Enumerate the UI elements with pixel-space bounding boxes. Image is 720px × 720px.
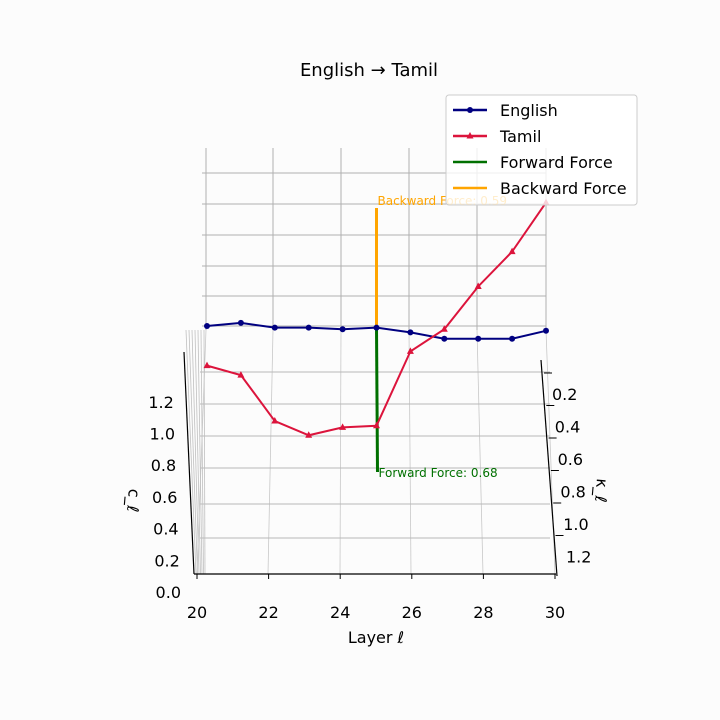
grid-line	[194, 329, 201, 575]
data-point	[373, 324, 380, 331]
data-point	[271, 417, 279, 424]
z-axis-label: c_ℓ	[122, 488, 144, 513]
x-tick-label: 24	[330, 603, 350, 622]
data-point	[271, 324, 278, 331]
grid-line	[408, 329, 412, 575]
data-point	[237, 319, 244, 326]
z-axis-line	[183, 351, 195, 575]
grid-line	[200, 329, 204, 575]
y-tick-label: 0.8	[560, 483, 585, 502]
grid	[185, 148, 556, 575]
legend-box	[445, 94, 638, 206]
z-tick-label: 0.4	[153, 520, 178, 539]
data-point	[339, 326, 346, 333]
chart-title: English → Tamil	[300, 60, 438, 81]
legend-label: Backward Force	[500, 179, 627, 198]
forward-force-label: Forward Force: 0.68	[379, 466, 498, 480]
z-tick-label: 0.2	[154, 551, 179, 570]
x-axis-label: Layer ℓ	[348, 628, 404, 647]
legend-label: English	[500, 101, 558, 120]
data-point	[305, 431, 313, 438]
data-point	[474, 282, 482, 289]
grid-line	[191, 329, 200, 575]
data-point	[508, 247, 516, 255]
data-point	[543, 327, 549, 334]
z-tick-label: 0.8	[151, 456, 176, 475]
data-point	[440, 325, 448, 332]
grid-line	[339, 329, 342, 575]
legend: English Tamil Forward Force Backward Force	[445, 94, 638, 206]
legend-label: Tamil	[499, 127, 541, 146]
legend-marker	[466, 132, 474, 139]
y-tick-label: 0.2	[552, 385, 577, 404]
z-tick-label: 0.6	[152, 488, 177, 507]
grid-line	[267, 329, 274, 575]
data-point	[509, 335, 516, 342]
x-tick-label: 30	[545, 603, 565, 622]
axes: 20 22 24 26 28 30 0.0 0.2 0.4 0.6 0.8 1.0 1.2 0.2 0.4 0…	[148, 351, 591, 622]
grid-line	[197, 329, 203, 575]
data-point	[204, 323, 210, 330]
grid-line	[185, 329, 197, 575]
data-point	[373, 421, 380, 429]
y-tick-label: 0.4	[555, 418, 580, 437]
data-point	[203, 361, 211, 369]
grid-line	[188, 329, 198, 575]
y-axis-label: κ_ℓ	[590, 478, 612, 504]
y-axis-line	[540, 359, 558, 577]
data-point	[441, 335, 448, 342]
grid-line	[476, 329, 484, 575]
grid-line	[203, 329, 206, 575]
data-point	[237, 371, 245, 378]
y-tick-label: 1.0	[563, 515, 588, 534]
forward-force-line	[375, 327, 379, 473]
x-tick-label: 20	[187, 603, 207, 622]
z-tick-label: 1.2	[148, 393, 173, 412]
z-tick-label: 0.0	[156, 583, 181, 602]
data-point	[475, 335, 482, 342]
legend-label: Forward Force	[500, 153, 613, 172]
data-point	[407, 329, 414, 336]
legend-marker	[467, 107, 473, 113]
x-tick-label: 26	[402, 603, 422, 622]
x-tick-label: 28	[473, 603, 493, 622]
y-tick-label: 0.6	[558, 450, 583, 469]
x-tick-label: 22	[258, 603, 278, 622]
data-point	[339, 423, 347, 430]
data-point	[406, 347, 414, 354]
y-tick-label: 1.2	[566, 548, 591, 567]
data-point	[305, 324, 312, 331]
z-tick-label: 1.0	[150, 425, 175, 444]
series	[203, 198, 550, 438]
